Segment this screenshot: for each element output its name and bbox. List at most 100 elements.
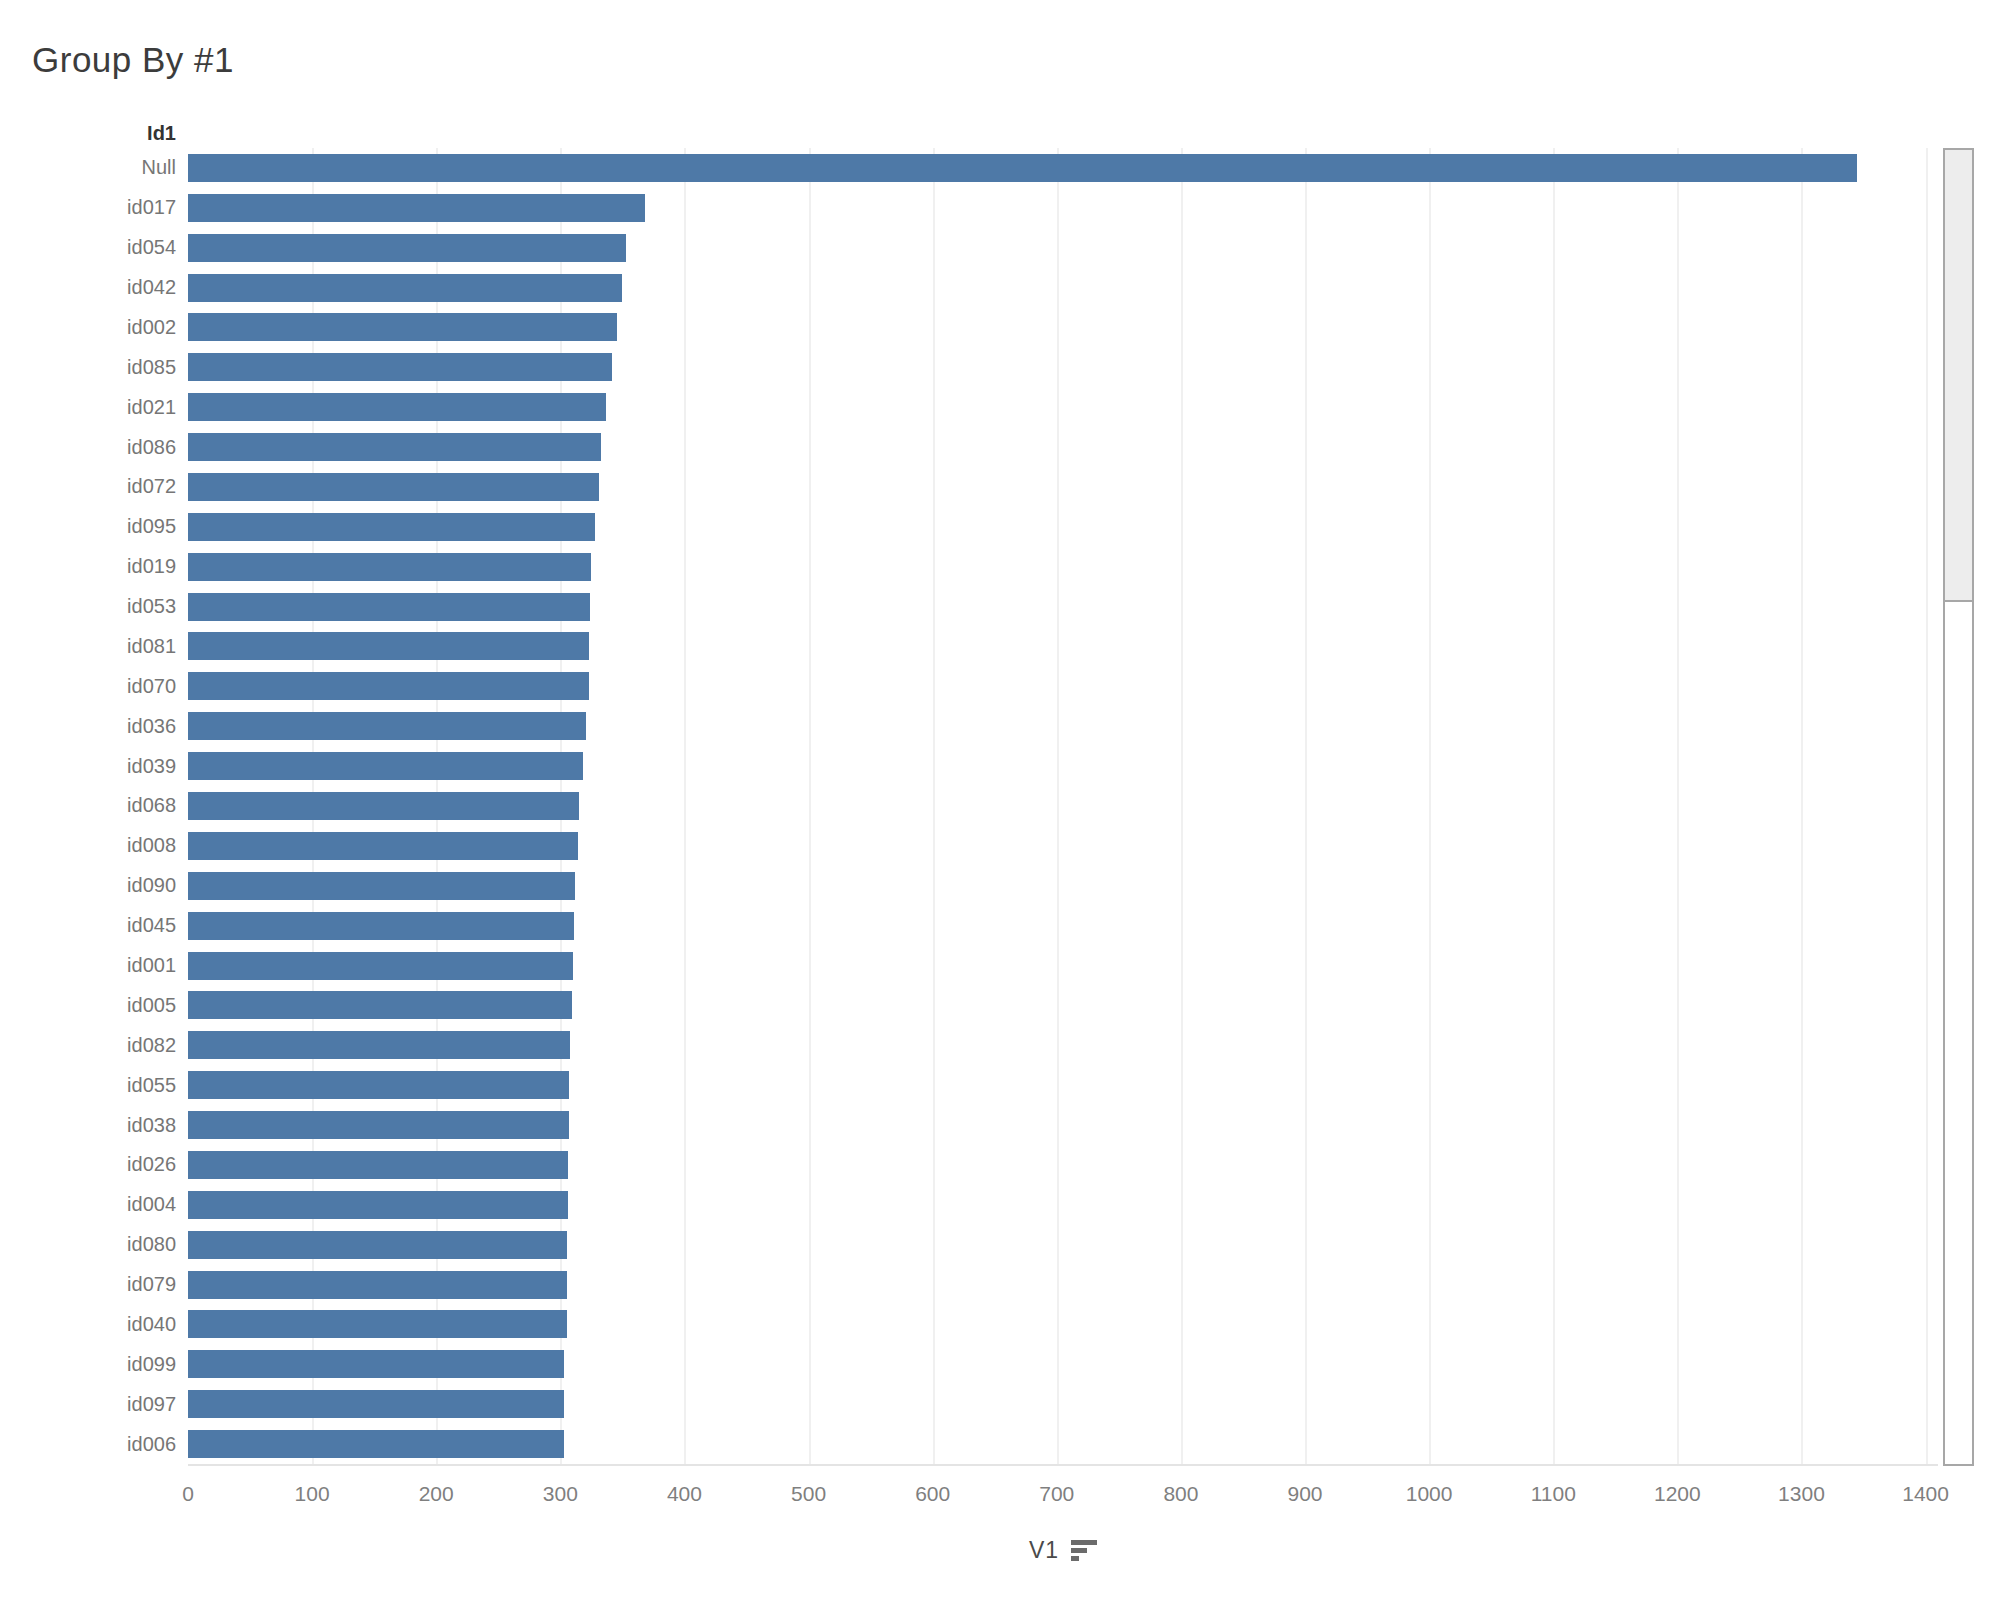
bar[interactable]: [188, 1191, 568, 1219]
vertical-scrollbar-track[interactable]: [1943, 148, 1974, 1466]
row-label[interactable]: id099: [0, 1344, 176, 1384]
bar[interactable]: [188, 952, 573, 980]
row-label[interactable]: id039: [0, 746, 176, 786]
bar[interactable]: [188, 393, 606, 421]
bar[interactable]: [188, 872, 575, 900]
x-axis-tick-label: 500: [791, 1482, 826, 1506]
bar[interactable]: [188, 1031, 570, 1059]
row-label[interactable]: id053: [0, 587, 176, 627]
bar[interactable]: [188, 1310, 567, 1338]
row-label[interactable]: id019: [0, 547, 176, 587]
row-label[interactable]: id021: [0, 387, 176, 427]
x-axis-tick-label: 700: [1039, 1482, 1074, 1506]
gridline: [1801, 148, 1803, 1464]
gridline: [1429, 148, 1431, 1464]
sort-descending-icon[interactable]: [1071, 1540, 1097, 1561]
x-axis-tick-label: 800: [1163, 1482, 1198, 1506]
vertical-scrollbar-thumb[interactable]: [1945, 150, 1972, 602]
row-label[interactable]: id045: [0, 906, 176, 946]
gridline: [1305, 148, 1307, 1464]
bar[interactable]: [188, 991, 572, 1019]
row-label[interactable]: id004: [0, 1185, 176, 1225]
bar[interactable]: [188, 194, 645, 222]
x-axis-tick-label: 900: [1287, 1482, 1322, 1506]
x-axis-title-area: V1: [188, 1534, 1938, 1566]
bar[interactable]: [188, 912, 574, 940]
row-label[interactable]: id006: [0, 1424, 176, 1464]
bar[interactable]: [188, 353, 612, 381]
row-label[interactable]: id079: [0, 1265, 176, 1305]
bar[interactable]: [188, 1430, 564, 1458]
bar[interactable]: [188, 1231, 567, 1259]
row-label[interactable]: id097: [0, 1384, 176, 1424]
row-label[interactable]: id026: [0, 1145, 176, 1185]
row-label-column: Nullid017id054id042id002id085id021id086i…: [0, 148, 176, 1464]
bar[interactable]: [188, 1151, 568, 1179]
bar[interactable]: [188, 473, 599, 501]
row-label[interactable]: id055: [0, 1065, 176, 1105]
x-axis-tick-label: 1000: [1406, 1482, 1453, 1506]
row-label[interactable]: id054: [0, 228, 176, 268]
x-axis: 0100200300400500600700800900100011001200…: [188, 1482, 1938, 1512]
row-label[interactable]: id042: [0, 268, 176, 308]
chart-title: Group By #1: [32, 40, 234, 80]
bar[interactable]: [188, 672, 589, 700]
bar[interactable]: [188, 234, 626, 262]
row-label[interactable]: id036: [0, 706, 176, 746]
bar[interactable]: [188, 274, 622, 302]
row-label[interactable]: id080: [0, 1225, 176, 1265]
row-field-header[interactable]: Id1: [0, 118, 176, 148]
bar[interactable]: [188, 832, 578, 860]
gridline: [1926, 148, 1928, 1464]
row-label[interactable]: id072: [0, 467, 176, 507]
bar[interactable]: [188, 313, 617, 341]
row-label[interactable]: id070: [0, 666, 176, 706]
row-label[interactable]: id002: [0, 308, 176, 348]
row-label[interactable]: id095: [0, 507, 176, 547]
x-axis-tick-label: 1400: [1902, 1482, 1949, 1506]
bar[interactable]: [188, 712, 586, 740]
x-axis-tick-label: 1200: [1654, 1482, 1701, 1506]
bar[interactable]: [188, 1390, 564, 1418]
row-label[interactable]: id001: [0, 946, 176, 986]
row-label[interactable]: id038: [0, 1105, 176, 1145]
x-axis-tick-label: 1300: [1778, 1482, 1825, 1506]
row-label[interactable]: id081: [0, 627, 176, 667]
gridline: [684, 148, 686, 1464]
bar[interactable]: [188, 752, 583, 780]
gridline: [1553, 148, 1555, 1464]
row-label[interactable]: id082: [0, 1025, 176, 1065]
gridline: [1057, 148, 1059, 1464]
x-axis-title[interactable]: V1: [1029, 1537, 1059, 1564]
x-axis-tick-label: 600: [915, 1482, 950, 1506]
bar[interactable]: [188, 1271, 567, 1299]
bar[interactable]: [188, 632, 589, 660]
row-label[interactable]: id086: [0, 427, 176, 467]
x-axis-tick-label: 0: [182, 1482, 194, 1506]
bar[interactable]: [188, 593, 590, 621]
bar[interactable]: [188, 154, 1857, 182]
row-label[interactable]: id090: [0, 866, 176, 906]
x-axis-tick-label: 1100: [1531, 1482, 1576, 1506]
bar[interactable]: [188, 1071, 569, 1099]
bar[interactable]: [188, 433, 601, 461]
bar[interactable]: [188, 792, 579, 820]
row-label[interactable]: id005: [0, 985, 176, 1025]
bar[interactable]: [188, 1350, 564, 1378]
bar[interactable]: [188, 553, 591, 581]
bar[interactable]: [188, 513, 595, 541]
row-label[interactable]: id068: [0, 786, 176, 826]
row-label[interactable]: id085: [0, 347, 176, 387]
x-axis-tick-label: 400: [667, 1482, 702, 1506]
x-axis-tick-label: 100: [295, 1482, 330, 1506]
bar[interactable]: [188, 1111, 569, 1139]
x-axis-tick-label: 200: [419, 1482, 454, 1506]
gridline: [1677, 148, 1679, 1464]
plot-area: [188, 148, 1938, 1466]
row-label[interactable]: Null: [0, 148, 176, 188]
gridline: [809, 148, 811, 1464]
gridline: [933, 148, 935, 1464]
row-label[interactable]: id040: [0, 1304, 176, 1344]
row-label[interactable]: id017: [0, 188, 176, 228]
row-label[interactable]: id008: [0, 826, 176, 866]
